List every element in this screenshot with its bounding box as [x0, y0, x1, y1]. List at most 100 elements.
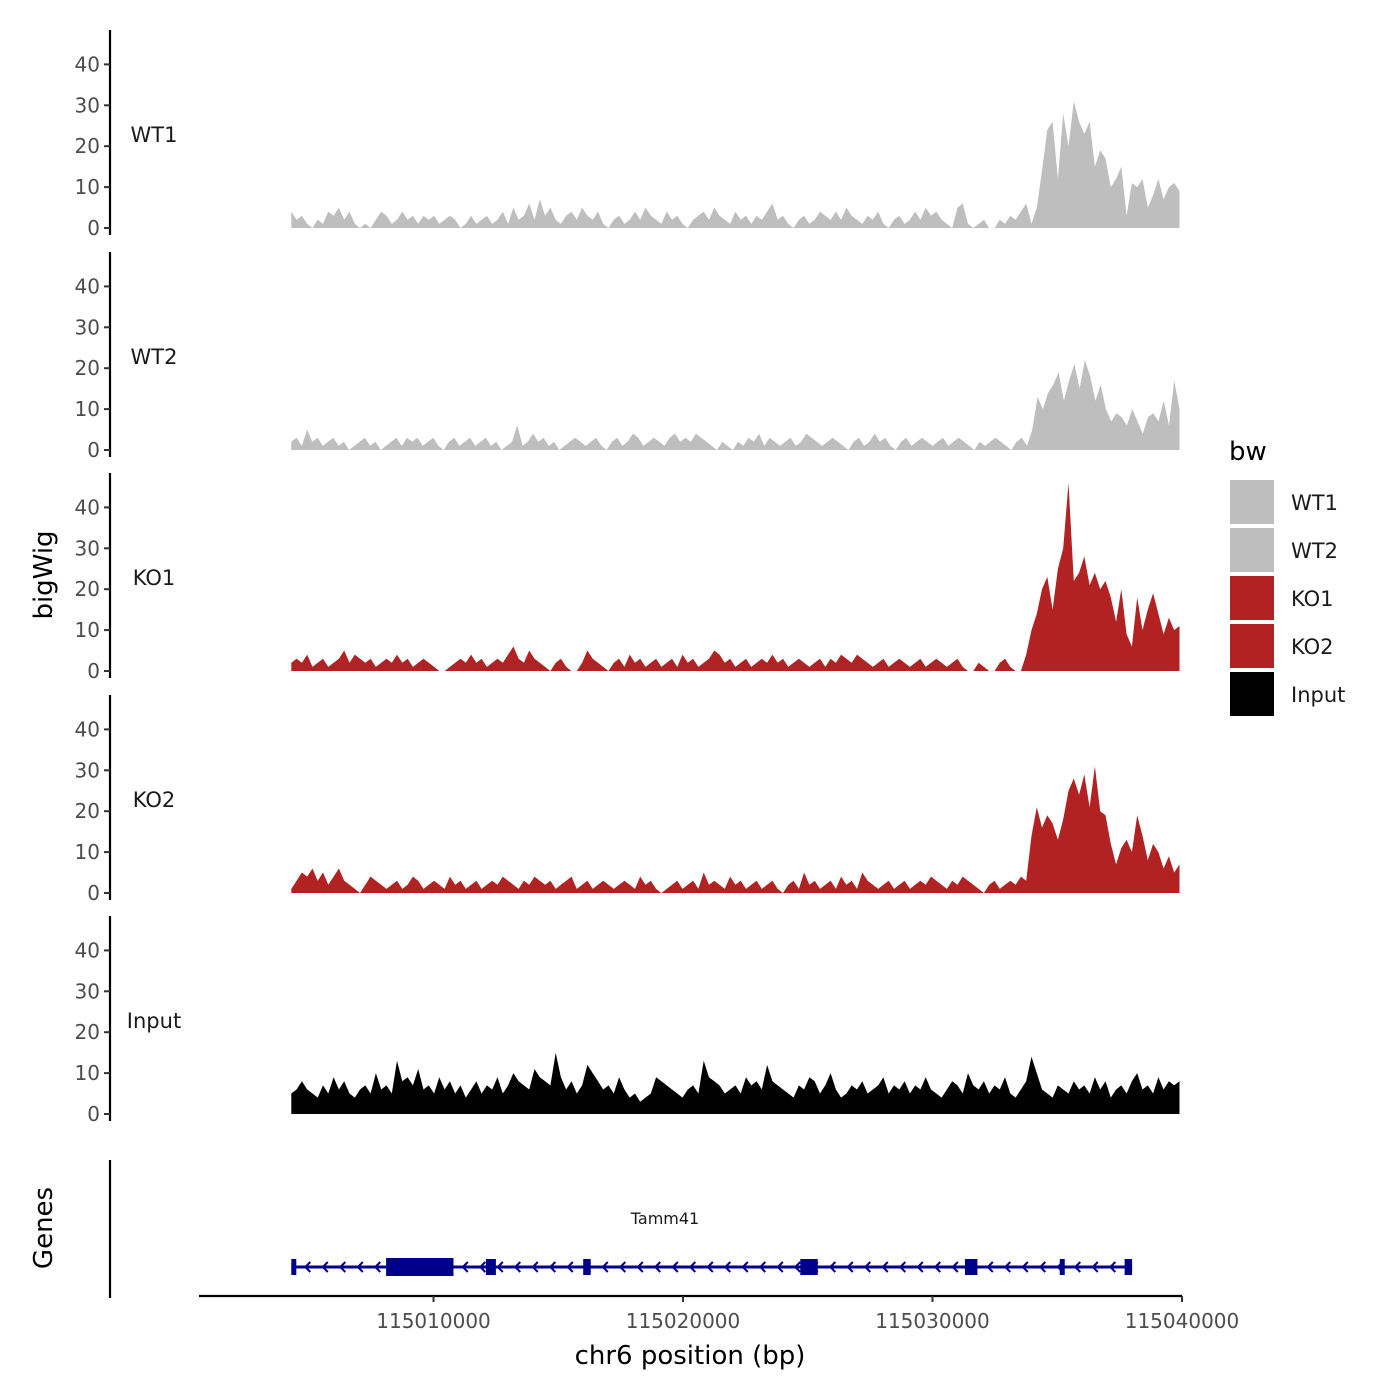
legend-label-input: Input — [1291, 683, 1345, 707]
legend-swatch-wt2 — [1230, 528, 1274, 572]
y-tick-label-input-30: 30 — [75, 979, 100, 1003]
gene-strand-arrow — [566, 1261, 574, 1273]
track-label-ko1: KO1 — [133, 566, 176, 590]
y-tick-label-wt2-30: 30 — [75, 315, 100, 339]
track-wt1: 0 10 20 30 40 WT1 — [75, 30, 1180, 240]
legend-swatch-wt1 — [1230, 480, 1274, 524]
area-ko2 — [291, 766, 1180, 893]
gene-strand-arrow — [793, 1261, 802, 1273]
gene-strand-arrow — [951, 1261, 959, 1273]
y-tick-label-ko1-20: 20 — [75, 577, 100, 601]
genes-track: Tamm41 — [108, 1160, 1133, 1298]
y-tick-label-wt1-0: 0 — [87, 216, 100, 240]
track-ko2: 0 10 20 30 40 KO2 — [75, 695, 1180, 905]
track-wt2: 0 10 20 30 40 WT2 — [75, 252, 1180, 462]
legend-swatch-ko2 — [1230, 624, 1274, 668]
y-tick-label-wt1-20: 20 — [75, 134, 100, 158]
gene-strand-arrow — [741, 1261, 749, 1273]
y-tick-label-wt2-20: 20 — [75, 356, 100, 380]
area-wt1 — [291, 101, 1180, 228]
tracks: 0 10 20 30 40 WT1 0 10 20 30 40 WT2 0 10 20 30 40 KO1 0 10 2… — [75, 30, 1180, 1126]
gene-strand-arrow — [863, 1261, 872, 1273]
y-tick-label-input-10: 10 — [75, 1061, 100, 1085]
gene-exon-2 — [485, 1259, 496, 1275]
legend-label-wt1: WT1 — [1291, 491, 1338, 515]
y-tick-label-input-40: 40 — [75, 938, 100, 962]
gene-strand-arrow — [636, 1261, 644, 1273]
y-tick-label-ko1-10: 10 — [75, 618, 100, 642]
track-label-wt2: WT2 — [131, 345, 178, 369]
gene-strand-arrow — [1038, 1261, 1047, 1273]
gene-strand-arrow — [496, 1261, 504, 1273]
gene-strand-arrow — [828, 1261, 837, 1273]
x-axis-title: chr6 position (bp) — [575, 1341, 806, 1371]
area-ko1 — [291, 482, 1180, 671]
gene-strand-arrow — [723, 1261, 732, 1273]
gene-strand-arrow — [303, 1261, 312, 1273]
x-tick-label-3: 115040000 — [1125, 1309, 1240, 1333]
x-tick-label-1: 115020000 — [626, 1309, 741, 1333]
gene-strand-arrow — [548, 1261, 557, 1273]
gene-strand-arrow — [776, 1261, 784, 1273]
y-tick-label-ko2-10: 10 — [75, 840, 100, 864]
track-label-wt1: WT1 — [131, 123, 178, 147]
gene-strand-arrow — [338, 1261, 347, 1273]
gene-strand-arrow — [356, 1261, 364, 1273]
gene-strand-arrow — [671, 1261, 679, 1273]
gene-exon-5 — [964, 1259, 978, 1275]
track-ko1: 0 10 20 30 40 KO1 — [75, 473, 1180, 683]
x-axis: chr6 position (bp) 115010000 115020000 115… — [199, 1294, 1240, 1371]
gene-strand-arrow — [846, 1261, 854, 1273]
gene-strand-arrow — [1021, 1261, 1029, 1273]
gene-strand-arrow — [513, 1261, 522, 1273]
gene-strand-arrow — [1091, 1261, 1099, 1273]
y-tick-label-ko2-20: 20 — [75, 799, 100, 823]
y-tick-label-wt1-10: 10 — [75, 175, 100, 199]
gene-strand-arrow — [321, 1261, 329, 1273]
y-tick-label-wt1-30: 30 — [75, 93, 100, 117]
track-label-input: Input — [127, 1009, 181, 1033]
legend: bw WT1 WT2 KO1 KO2 Input — [1229, 437, 1345, 716]
area-wt2 — [291, 360, 1180, 450]
y-tick-label-ko2-40: 40 — [75, 717, 100, 741]
genes-axis-title: Genes — [29, 1187, 59, 1269]
legend-swatch-ko1 — [1230, 576, 1274, 620]
gene-exon-1 — [386, 1258, 454, 1276]
area-input — [291, 1052, 1180, 1114]
legend-label-ko1: KO1 — [1291, 587, 1334, 611]
gene-strand-arrow — [898, 1261, 907, 1273]
gene-exon-6 — [1059, 1259, 1065, 1275]
y-tick-label-wt2-10: 10 — [75, 397, 100, 421]
legend-swatch-input — [1230, 672, 1274, 716]
y-tick-label-wt2-40: 40 — [75, 274, 100, 298]
gene-strand-arrow — [478, 1261, 487, 1273]
gene-strand-arrow — [1073, 1261, 1082, 1273]
gene-exon-7 — [1124, 1259, 1133, 1275]
gene-strand-arrow — [1108, 1261, 1117, 1273]
y-tick-label-ko1-0: 0 — [87, 659, 100, 683]
y-tick-label-ko1-40: 40 — [75, 495, 100, 519]
legend-label-ko2: KO2 — [1291, 635, 1334, 659]
gene-strand-arrow — [916, 1261, 924, 1273]
legend-title: bw — [1229, 437, 1267, 467]
y-tick-label-ko1-30: 30 — [75, 536, 100, 560]
gene-strand-arrow — [1003, 1261, 1012, 1273]
gene-strand-arrow — [618, 1261, 627, 1273]
gene-label: Tamm41 — [630, 1209, 699, 1228]
gene-strand-arrow — [531, 1261, 539, 1273]
y-tick-label-wt1-40: 40 — [75, 52, 100, 76]
gene-strand-arrow — [881, 1261, 889, 1273]
gene-strand-arrow — [706, 1261, 714, 1273]
gene-exon-4 — [800, 1259, 818, 1275]
y-tick-label-ko2-0: 0 — [87, 881, 100, 905]
y-tick-label-input-20: 20 — [75, 1020, 100, 1044]
gene-strand-arrow — [373, 1261, 382, 1273]
x-tick-label-2: 115030000 — [875, 1309, 990, 1333]
y-tick-label-input-0: 0 — [87, 1102, 100, 1126]
gene-exon-0 — [291, 1259, 297, 1275]
legend-label-wt2: WT2 — [1291, 539, 1338, 563]
gene-exon-3 — [583, 1259, 591, 1275]
gene-strand-arrow — [933, 1261, 942, 1273]
gene-strand-arrow — [601, 1261, 609, 1273]
